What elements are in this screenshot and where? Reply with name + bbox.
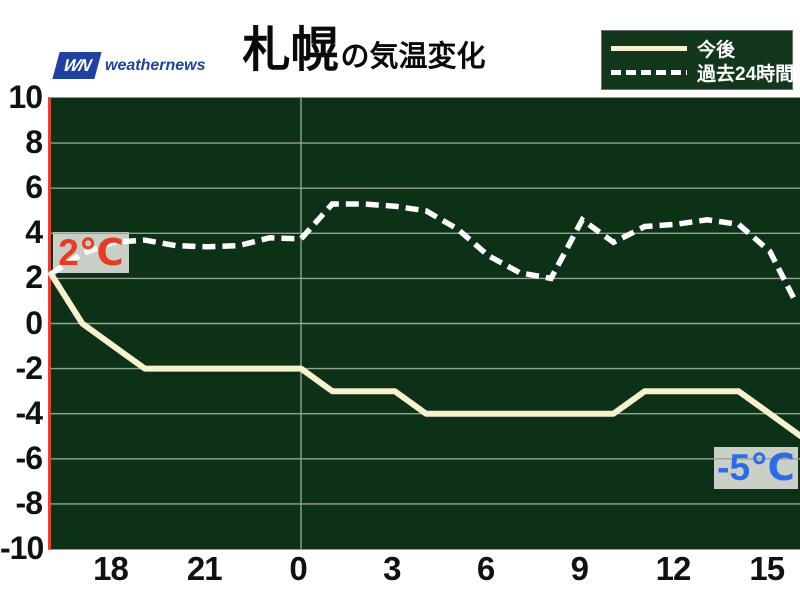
y-tick-label: -8 bbox=[15, 484, 43, 521]
current-temp-label: 2℃ bbox=[58, 232, 124, 273]
y-tick-label: -6 bbox=[15, 439, 43, 476]
end-temp-label: -5℃ bbox=[717, 447, 795, 488]
x-tick-label: 12 bbox=[655, 550, 692, 587]
weathernews-logo: WN weathernews bbox=[52, 52, 206, 79]
forecast-legend-label: 今後 bbox=[697, 39, 736, 61]
page-title: 札幌 の気温変化 bbox=[0, 22, 800, 80]
chart-plot-area: 2℃ -5℃ bbox=[48, 97, 800, 550]
y-tick-label: -10 bbox=[0, 530, 44, 566]
y-tick-label: 6 bbox=[25, 169, 43, 206]
legend-item-forecast: 今後 bbox=[611, 38, 783, 61]
y-tick-label: -2 bbox=[15, 349, 43, 386]
logo-wordmark: weathernews bbox=[105, 56, 206, 74]
x-tick-label: 6 bbox=[476, 550, 495, 587]
x-tick-label: 21 bbox=[186, 550, 223, 587]
x-tick-label: 15 bbox=[749, 550, 785, 587]
y-tick-label: -4 bbox=[15, 394, 43, 431]
y-tick-label: 10 bbox=[8, 79, 43, 115]
past-line-swatch bbox=[611, 69, 687, 75]
x-tick-label: 0 bbox=[289, 550, 307, 587]
y-tick-label: 2 bbox=[25, 259, 43, 296]
end-temp-label-box bbox=[714, 447, 798, 489]
y-axis-labels: 10 8 6 4 2 0 -2 -4 -6 -8 -10 bbox=[0, 81, 44, 564]
forecast-line bbox=[48, 270, 800, 440]
x-tick-label: 3 bbox=[383, 550, 401, 587]
grid-lines bbox=[51, 98, 800, 549]
title-suffix: の気温変化 bbox=[340, 41, 486, 73]
x-tick-label: 9 bbox=[570, 550, 589, 587]
x-axis-labels: 18 21 0 3 6 9 12 15 bbox=[48, 551, 798, 587]
forecast-line-swatch bbox=[611, 45, 687, 51]
y-tick-label: 4 bbox=[25, 214, 43, 251]
temperature-line-chart bbox=[48, 98, 800, 549]
y-tick-label: 0 bbox=[25, 304, 43, 341]
legend-item-past: 過去24時間 bbox=[611, 62, 794, 85]
chart-legend: 今後 過去24時間 bbox=[601, 30, 794, 90]
past-legend-label: 過去24時間 bbox=[697, 63, 795, 85]
x-tick-label: 18 bbox=[93, 550, 129, 587]
past-24h-line bbox=[49, 201, 799, 305]
y-tick-label: 8 bbox=[25, 124, 43, 161]
data-series bbox=[48, 201, 800, 440]
title-city: 札幌 bbox=[242, 24, 339, 77]
